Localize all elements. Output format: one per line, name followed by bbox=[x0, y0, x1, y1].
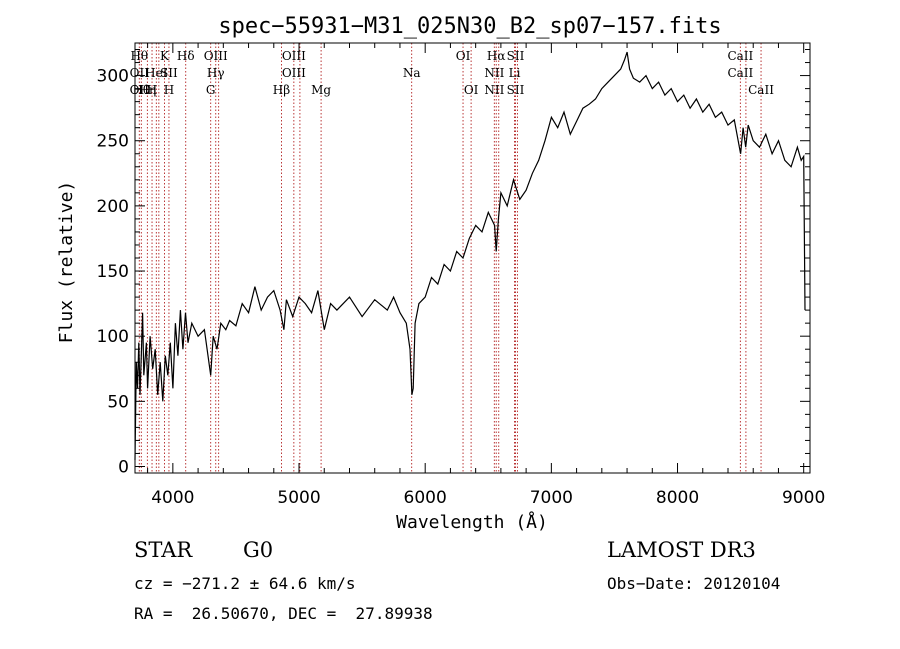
x-tick-label: 9000 bbox=[782, 488, 825, 508]
line-marker-label: Li bbox=[509, 66, 521, 80]
survey-name: LAMOST DR3 bbox=[607, 538, 756, 562]
line-marker-label: H bbox=[164, 83, 174, 97]
y-tick-label: 0 bbox=[118, 457, 129, 477]
line-marker-label: SII bbox=[507, 49, 525, 63]
line-marker-label: OI bbox=[456, 49, 471, 63]
chart-title: spec−55931−M31_025N30_B2_sp07−157.fits bbox=[218, 14, 721, 39]
line-marker-label: OI bbox=[464, 83, 479, 97]
y-tick-label: 100 bbox=[97, 327, 129, 347]
x-tick-label: 6000 bbox=[404, 488, 447, 508]
x-tick-label: 4000 bbox=[151, 488, 194, 508]
y-tick-label: 200 bbox=[97, 197, 129, 217]
line-marker-label: SII bbox=[507, 83, 525, 97]
line-marker-label: CaII bbox=[748, 83, 774, 97]
line-marker-label: Hη bbox=[139, 83, 157, 97]
line-marker-label: OIII bbox=[282, 66, 306, 80]
y-tick-label: 250 bbox=[97, 132, 129, 152]
line-marker-label: K bbox=[160, 49, 170, 63]
sky-coordinates: RA = 26.50670, DEC = 27.89938 bbox=[134, 604, 433, 623]
spectral-line-markers bbox=[138, 43, 762, 473]
line-marker-label: HeI bbox=[145, 66, 168, 80]
y-tick-label: 300 bbox=[97, 67, 129, 87]
observation-date: Obs−Date: 20120104 bbox=[607, 574, 781, 593]
line-marker-label: SII bbox=[160, 66, 178, 80]
line-marker-label: Hγ bbox=[207, 66, 225, 80]
y-axis-label: Flux (relative) bbox=[56, 181, 77, 344]
line-marker-label: CaII bbox=[727, 66, 753, 80]
line-marker-label: NII bbox=[484, 66, 504, 80]
line-marker-label: H bbox=[147, 83, 157, 97]
line-marker-label: NII bbox=[484, 83, 504, 97]
x-tick-label: 7000 bbox=[530, 488, 573, 508]
redshift-velocity: cz = −271.2 ± 64.6 km/s bbox=[134, 574, 356, 593]
line-marker-label: CaII bbox=[727, 49, 753, 63]
line-marker-label: OIII bbox=[282, 49, 306, 63]
y-tick-label: 150 bbox=[97, 262, 129, 282]
x-tick-label: 8000 bbox=[656, 488, 699, 508]
line-marker-label: Na bbox=[403, 66, 421, 80]
line-marker-label: Mg bbox=[311, 83, 331, 97]
x-axis-ticks: 4000 5000 6000 7000 8000 9000 bbox=[147, 43, 825, 508]
object-subclass: G0 bbox=[243, 538, 274, 562]
y-axis-ticks: 0 50 100 150 200 250 300 bbox=[97, 49, 810, 477]
plot-frame bbox=[134, 42, 811, 474]
x-axis-label: Wavelength (Å) bbox=[396, 511, 548, 533]
line-marker-label: Hθ bbox=[130, 49, 148, 63]
line-marker-label: Hα bbox=[487, 49, 506, 63]
line-marker-label: Hβ bbox=[273, 83, 290, 97]
object-class: STAR bbox=[134, 538, 193, 562]
line-marker-label: G bbox=[206, 83, 216, 97]
line-marker-label: Hθ bbox=[132, 83, 150, 97]
y-tick-label: 50 bbox=[107, 392, 129, 412]
spectrum-line bbox=[134, 51, 806, 461]
spectral-line-labels: HθOIIOIIHθHηHHeIKSIIHHδGOIIIHγHβOIIIOIII… bbox=[130, 49, 775, 97]
x-tick-label: 5000 bbox=[277, 488, 320, 508]
line-marker-label: Hδ bbox=[177, 49, 195, 63]
line-marker-label: OIII bbox=[204, 49, 228, 63]
